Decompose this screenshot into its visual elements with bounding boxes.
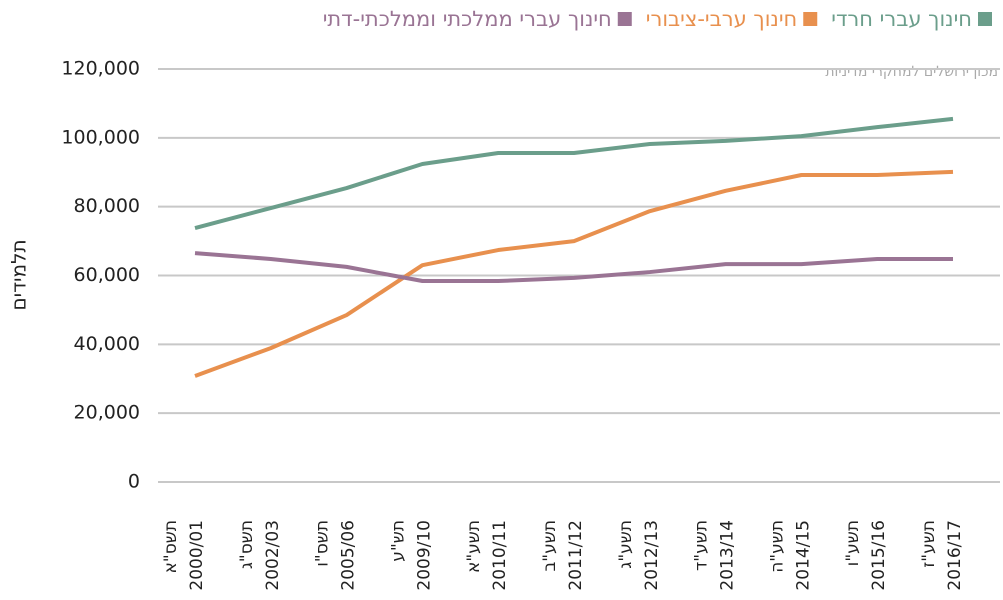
x-tick-label: תשע"ב bbox=[540, 520, 560, 572]
x-tick-label: 2010/11 bbox=[490, 520, 510, 591]
data-line bbox=[194, 116, 954, 230]
y-tick-label: 80,000 bbox=[74, 195, 140, 217]
x-tick-label: 2014/15 bbox=[793, 520, 813, 591]
y-tick-label: 20,000 bbox=[74, 402, 140, 424]
data-line bbox=[194, 169, 954, 378]
x-tick-label: 2012/13 bbox=[642, 520, 662, 591]
x-tick-label: תשע"ג bbox=[616, 520, 636, 569]
y-tick-label: 0 bbox=[128, 471, 140, 493]
x-tick-label: 2011/12 bbox=[566, 520, 586, 591]
x-tick-label: 2000/01 bbox=[187, 520, 207, 591]
legend-swatch bbox=[803, 12, 818, 26]
annotation: מכון ירושלים למחקרי מדיניות bbox=[825, 64, 998, 80]
x-tick-label: תשע"ה bbox=[767, 520, 787, 573]
y-tick-label: 100,000 bbox=[61, 126, 140, 148]
x-tick-label: תשע"ו bbox=[843, 520, 863, 566]
x-tick-label: תש"ע bbox=[388, 520, 408, 562]
x-tick-label: 2016/17 bbox=[945, 520, 965, 591]
y-tick-label: 40,000 bbox=[74, 333, 140, 355]
legend-swatch bbox=[978, 12, 992, 26]
x-tick-label: 2002/03 bbox=[263, 520, 283, 591]
legend-swatch bbox=[617, 12, 632, 26]
x-tick-label: 2005/06 bbox=[339, 520, 359, 591]
x-tick-label: 2009/10 bbox=[414, 520, 434, 591]
legend-label: חינוך ערבי-ציבורי bbox=[646, 7, 797, 31]
x-tick-label: תשע"א bbox=[464, 520, 484, 573]
x-tick-label: 2013/14 bbox=[718, 520, 738, 591]
y-axis-label: תלמידים bbox=[7, 239, 31, 310]
legend-label: חינוך עברי ממלכתי וממלכתי-דתי bbox=[323, 7, 612, 31]
y-tick-label: 120,000 bbox=[61, 58, 140, 80]
x-tick-label: תשע"ז bbox=[919, 520, 939, 568]
x-tick-label: תשע"ד bbox=[692, 520, 712, 571]
x-tick-label: תשס"ג bbox=[237, 520, 257, 569]
legend-label: חינוך עברי חרדי bbox=[831, 7, 972, 31]
data-line bbox=[194, 251, 953, 284]
x-tick-label: תשס"א bbox=[161, 520, 181, 573]
x-tick-label: תשס"ו bbox=[313, 520, 333, 567]
y-tick-label: 60,000 bbox=[74, 264, 140, 286]
x-tick-label: 2015/16 bbox=[869, 520, 889, 591]
